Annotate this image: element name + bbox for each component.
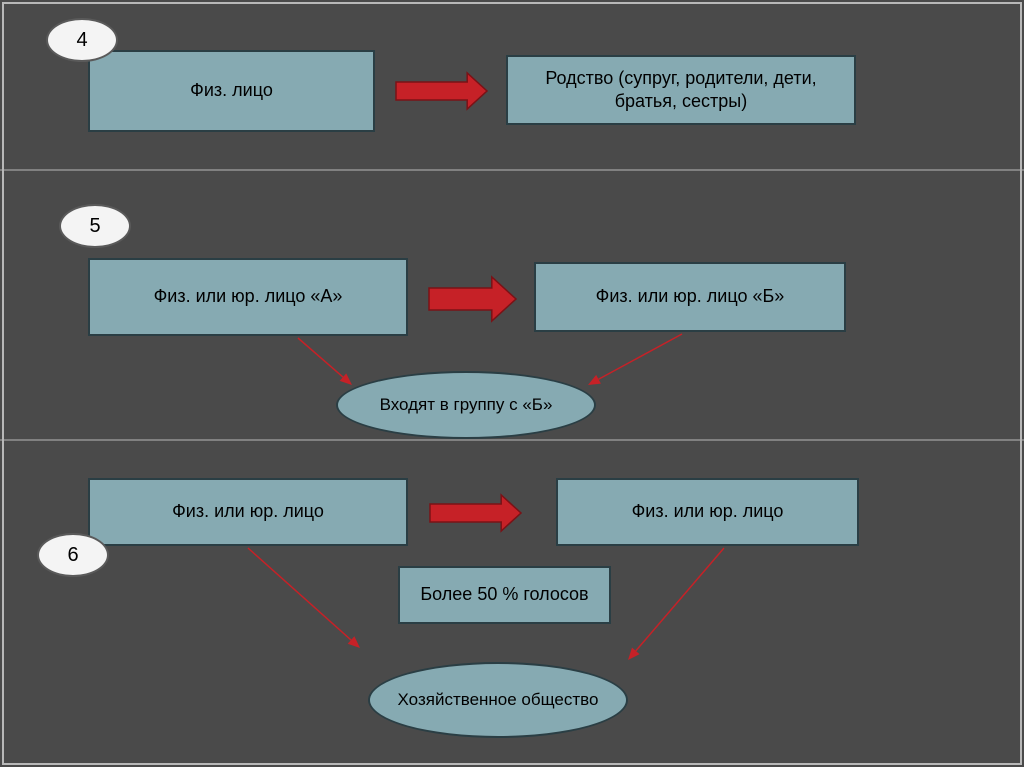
sec5-group-ellipse: Входят в группу с «Б» <box>336 371 596 439</box>
sec6-thin-arrow-1 <box>636 548 724 651</box>
sec6-mid-box: Более 50 % голосов <box>398 566 611 624</box>
sec5-thin-arrow-0 <box>298 338 343 377</box>
sec5-thin-arrow-1 <box>599 334 682 379</box>
slide: Физ. лицо Родство (супруг, родители, дети… <box>0 0 1024 767</box>
sec4-left-box: Физ. лицо <box>88 50 375 132</box>
sec4-arrow <box>396 73 487 109</box>
sec6-right-box: Физ. или юр. лицо <box>556 478 859 546</box>
sec6-thin-arrow-0-head <box>348 636 360 648</box>
sec5-right-box: Физ. или юр. лицо «Б» <box>534 262 846 332</box>
sec6-left-box: Физ. или юр. лицо <box>88 478 408 546</box>
sec5-arrow <box>429 277 516 321</box>
sec6-thin-arrow-1-head <box>628 648 640 660</box>
sec6-arrow <box>430 495 521 531</box>
sec5-left-box: Физ. или юр. лицо «А» <box>88 258 408 336</box>
sec6-thin-arrow-0 <box>248 548 351 640</box>
sec5-badge: 5 <box>59 204 131 248</box>
sec4-badge: 4 <box>46 18 118 62</box>
sec5-thin-arrow-1-head <box>588 375 601 385</box>
sec6-bottom-ellipse: Хозяйственное общество <box>368 662 628 738</box>
sec4-right-box: Родство (супруг, родители, дети, братья,… <box>506 55 856 125</box>
sec5-thin-arrow-0-head <box>340 373 352 385</box>
sec6-badge: 6 <box>37 533 109 577</box>
